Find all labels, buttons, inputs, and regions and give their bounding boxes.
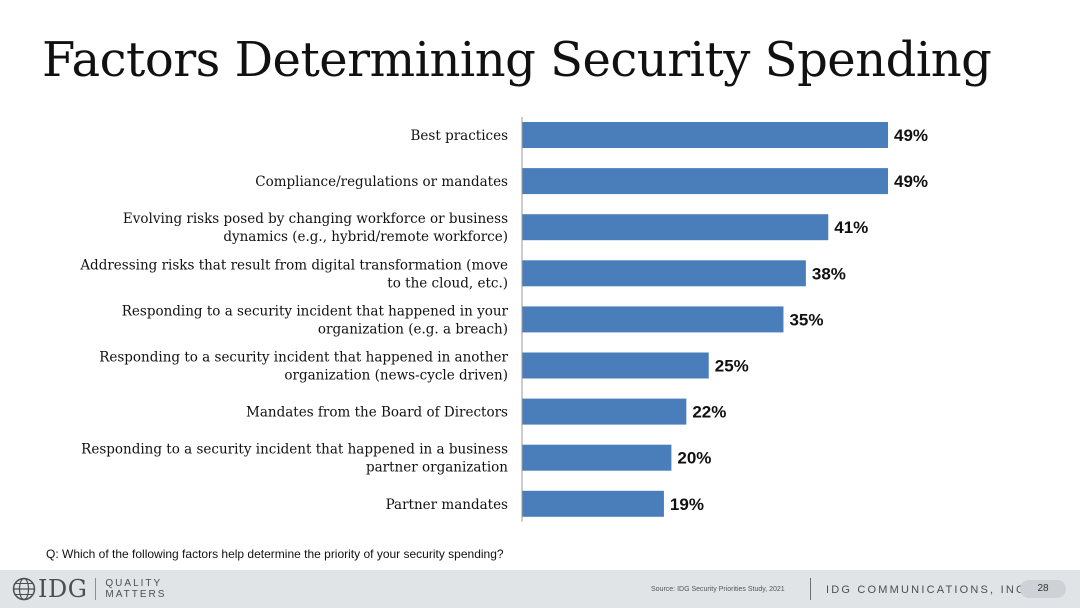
data-label-9: 19% [670,495,704,514]
category-label-4-line-1: Addressing risks that result from digita… [79,257,508,273]
bar-5 [522,306,784,333]
source-note: Source: IDG Security Priorities Study, 2… [651,586,785,593]
bar-4 [522,260,806,287]
category-label-6-line-1: Responding to a security incident that h… [99,350,508,366]
category-label-4-line-2: to the cloud, etc.) [387,275,508,291]
category-label-3-line-1: Evolving risks posed by changing workfor… [123,211,508,227]
data-label-7: 22% [692,403,726,422]
bar-6 [522,352,709,379]
bar-8 [522,444,672,471]
footer-divider [810,578,811,600]
company-name: IDG COMMUNICATIONS, INC. [826,584,1032,596]
footer-bar: IDG QUALITY MATTERS Source: IDG Security… [0,570,1080,608]
category-label-8-line-1: Responding to a security incident that h… [81,442,508,458]
globe-icon [12,577,36,601]
bar-7 [522,398,687,425]
bar-3 [522,214,829,241]
survey-question: Q: Which of the following factors help d… [46,547,504,561]
data-label-2: 49% [894,172,928,191]
idg-logo: IDG QUALITY MATTERS [12,575,166,603]
category-label-7: Mandates from the Board of Directors [246,405,508,421]
logo-divider [95,578,97,600]
category-label-5-line-1: Responding to a security incident that h… [122,303,509,319]
data-label-1: 49% [894,126,928,145]
page-title: Factors Determining Security Spending [42,32,992,88]
page-number: 28 [1020,580,1066,598]
bar-2 [522,168,889,195]
bar-chart: 49% Best practices 49% Compliance/regulatio… [79,117,928,522]
tagline-line-1: QUALITY [105,578,163,589]
category-label-3-line-2: dynamics (e.g., hybrid/remote workforce) [223,229,508,245]
category-label-2: Compliance/regulations or mandates [255,174,508,190]
category-label-1: Best practices [411,128,509,144]
tagline-line-2: MATTERS [105,589,167,600]
data-label-5: 35% [789,310,823,329]
data-label-3: 41% [834,218,868,237]
tagline: QUALITY MATTERS [105,578,166,600]
data-label-6: 25% [715,357,749,376]
category-label-5-line-2: organization (e.g. a breach) [318,321,508,337]
bar-1 [522,122,889,148]
data-label-4: 38% [812,264,846,283]
logo-wordmark: IDG [38,575,88,603]
category-label-9: Partner mandates [386,497,508,513]
category-label-6-line-2: organization (news-cycle driven) [284,368,508,384]
category-label-8-line-2: partner organization [366,460,508,476]
bar-9 [522,490,664,517]
data-label-8: 20% [677,449,711,468]
